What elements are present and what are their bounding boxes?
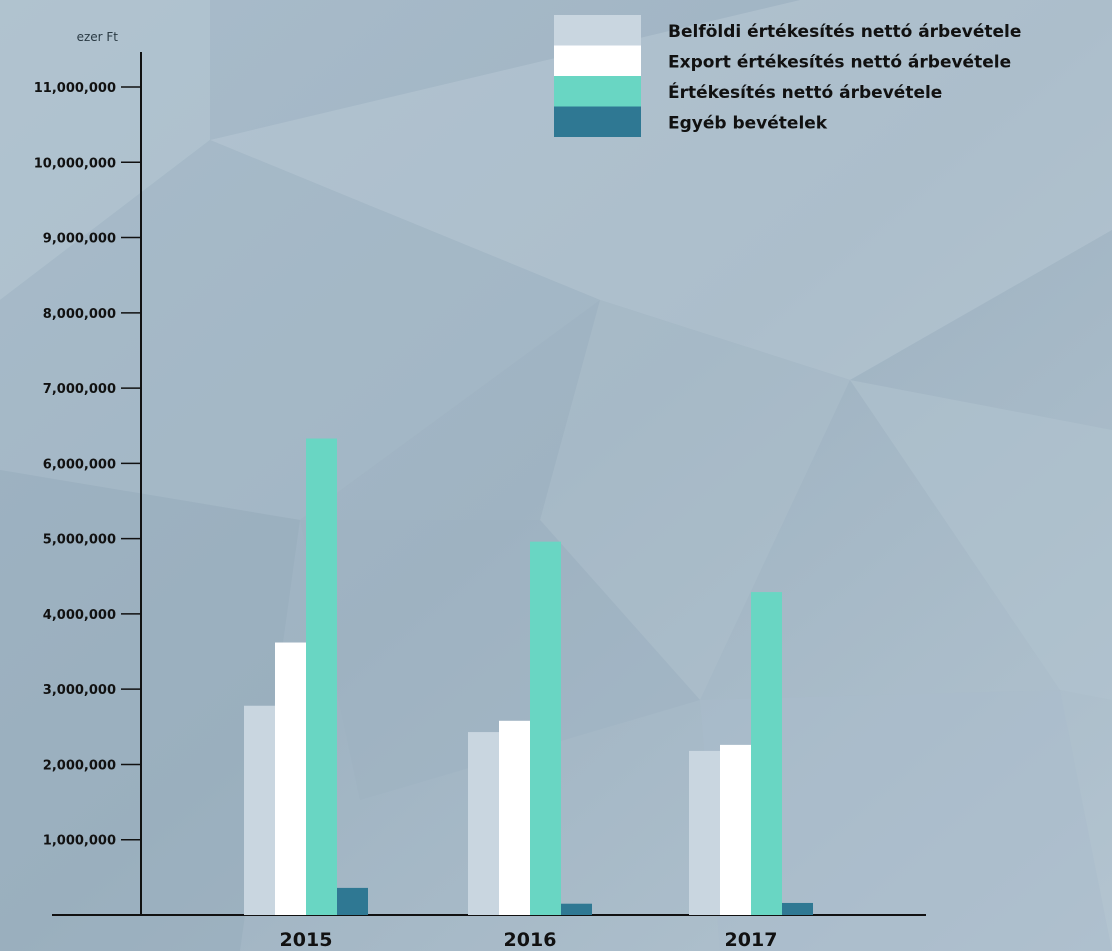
x-tick-label: 2015 — [280, 929, 333, 951]
y-tick-label: 2,000,000 — [43, 758, 116, 773]
legend-swatch — [554, 76, 641, 107]
bar-2016-series-4 — [561, 903, 592, 915]
bar-2017-series-2 — [720, 744, 751, 915]
bar-2015-series-2 — [275, 642, 306, 915]
y-tick-label: 3,000,000 — [43, 683, 116, 698]
legend-label: Egyéb bevételek — [668, 114, 828, 134]
y-tick-label: 10,000,000 — [34, 156, 116, 171]
bar-2015-series-3 — [306, 438, 337, 915]
legend-label: Belföldi értékesítés nettó árbevétele — [668, 22, 1021, 42]
bar-2017-series-4 — [782, 902, 813, 915]
x-tick-label: 2017 — [725, 929, 778, 951]
legend-swatch — [554, 106, 641, 137]
y-tick-label: 9,000,000 — [43, 232, 116, 247]
y-tick-label: 1,000,000 — [43, 834, 116, 849]
y-tick-label: 7,000,000 — [43, 382, 116, 397]
y-tick-label: 11,000,000 — [34, 81, 116, 96]
bar-2015-series-1 — [244, 705, 275, 915]
bar-2016-series-2 — [499, 720, 530, 915]
legend-swatch — [554, 15, 641, 46]
bar-2017-series-3 — [751, 592, 782, 915]
x-tick-label: 2016 — [504, 929, 557, 951]
y-tick-label: 5,000,000 — [43, 533, 116, 548]
bar-2015-series-4 — [337, 887, 368, 915]
unit-label: ezer Ft — [77, 30, 119, 44]
y-tick-label: 6,000,000 — [43, 457, 116, 472]
bar-2016-series-3 — [530, 541, 561, 915]
bar-2017-series-1 — [689, 750, 720, 915]
y-tick-label: 4,000,000 — [43, 608, 116, 623]
y-axis-ticks: 1,000,000 2,000,000 3,000,000 4,000,000 5,00… — [34, 81, 141, 849]
bar-2016-series-1 — [468, 732, 499, 915]
bars — [244, 438, 813, 915]
legend-swatch — [554, 45, 641, 76]
legend: Belföldi értékesítés nettó árbevétele Exp… — [554, 15, 1021, 137]
x-axis-labels: 2015 2016 2017 — [280, 929, 778, 951]
legend-label: Export értékesítés nettó árbevétele — [668, 53, 1011, 73]
legend-label: Értékesítés nettó árbevétele — [668, 81, 942, 103]
y-tick-label: 8,000,000 — [43, 307, 116, 322]
